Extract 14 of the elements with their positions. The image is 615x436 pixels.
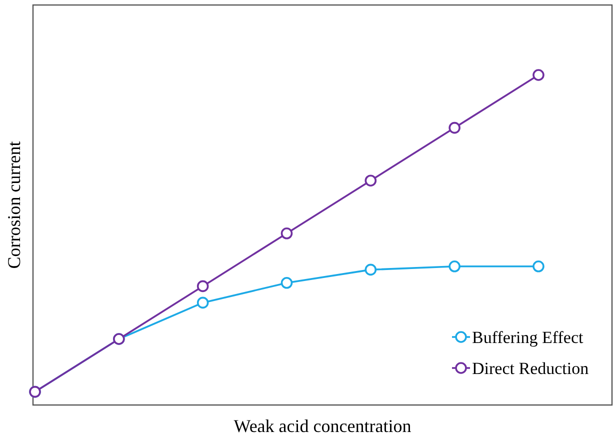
point: [532, 260, 544, 272]
y-axis-title: Corrosion current: [4, 141, 24, 269]
point: [448, 122, 460, 134]
x-axis-title: Weak acid concentration: [234, 416, 412, 436]
point: [448, 260, 460, 272]
legend-label: Buffering Effect: [472, 328, 584, 347]
point: [364, 174, 377, 186]
point: [532, 69, 544, 81]
point: [196, 296, 209, 309]
point: [196, 280, 209, 292]
point: [364, 264, 377, 276]
point: [280, 228, 293, 240]
legend-label: Direct Reduction: [472, 359, 590, 378]
point: [280, 277, 293, 289]
